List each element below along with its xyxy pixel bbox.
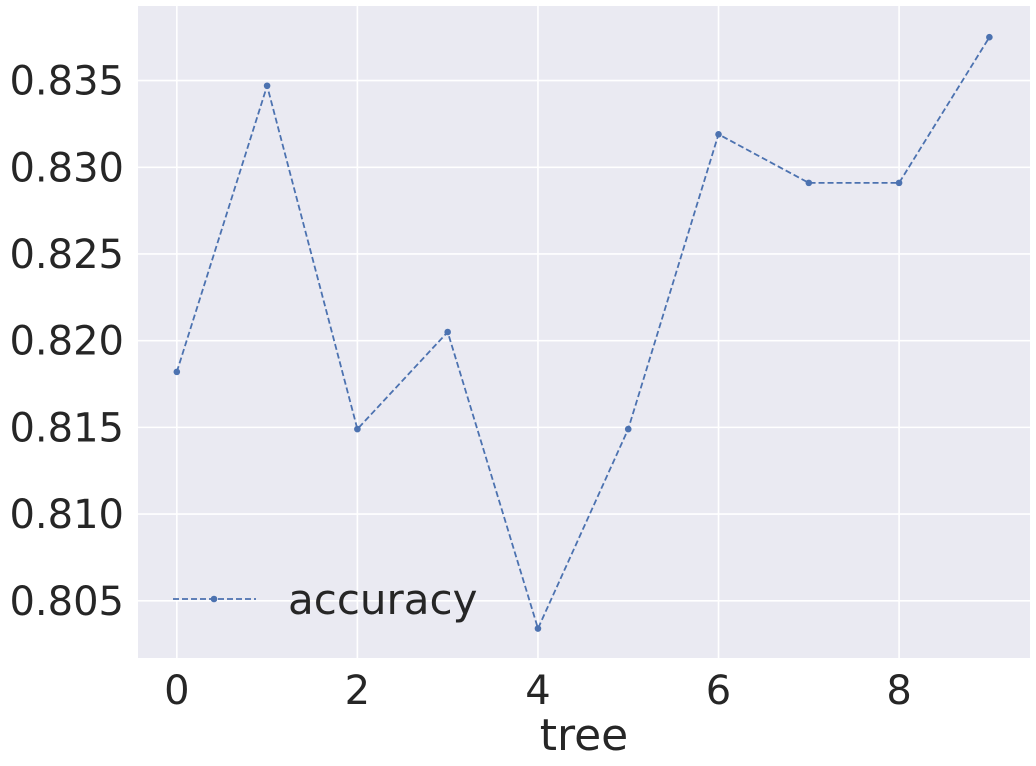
x-tick-label-2: 2 bbox=[345, 668, 370, 714]
x-tick-label-6: 6 bbox=[706, 668, 731, 714]
data-point-0 bbox=[173, 368, 181, 376]
data-point-5 bbox=[624, 425, 632, 433]
data-point-7 bbox=[805, 179, 813, 187]
y-tick-label-0.820: 0.820 bbox=[9, 319, 124, 365]
y-tick-label-0.805: 0.805 bbox=[9, 579, 124, 625]
data-point-6 bbox=[715, 131, 722, 138]
x-tick-label-8: 8 bbox=[886, 668, 911, 714]
series-line-group bbox=[173, 33, 993, 632]
x-tick-labels: 0 2 4 6 8 bbox=[164, 668, 912, 714]
x-axis-label: tree bbox=[540, 710, 629, 761]
y-tick-label-0.810: 0.810 bbox=[9, 492, 124, 538]
legend-marker-sample bbox=[210, 595, 218, 603]
legend: accuracy bbox=[173, 575, 478, 624]
y-tick-labels: 0.805 0.810 0.815 0.820 0.825 0.830 0.835 bbox=[9, 59, 124, 625]
series-line-accuracy bbox=[175, 36, 991, 632]
y-tick-label-0.835: 0.835 bbox=[9, 59, 124, 105]
data-point-4 bbox=[534, 625, 542, 632]
data-point-1 bbox=[263, 82, 271, 90]
grid-lines bbox=[138, 6, 1030, 658]
x-tick-label-4: 4 bbox=[525, 668, 550, 714]
data-point-9 bbox=[986, 33, 993, 41]
data-point-8 bbox=[895, 179, 903, 187]
y-tick-label-0.815: 0.815 bbox=[9, 405, 124, 451]
y-tick-label-0.825: 0.825 bbox=[9, 232, 124, 278]
plot-background bbox=[138, 6, 1030, 658]
data-point-2 bbox=[354, 425, 361, 433]
x-tick-label-0: 0 bbox=[164, 668, 189, 714]
legend-label-accuracy: accuracy bbox=[288, 575, 478, 624]
y-tick-label-0.830: 0.830 bbox=[9, 145, 124, 191]
data-point-3 bbox=[444, 328, 451, 336]
